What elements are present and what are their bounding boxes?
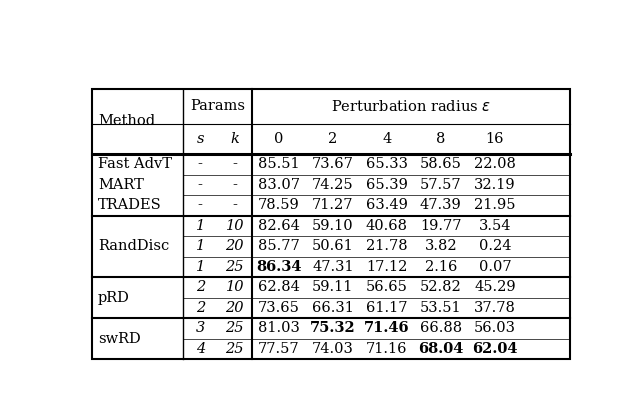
Text: 85.51: 85.51 xyxy=(258,158,300,171)
Text: 20: 20 xyxy=(225,240,244,253)
Text: 10: 10 xyxy=(225,280,244,294)
Text: 68.04: 68.04 xyxy=(418,342,463,356)
Text: 20: 20 xyxy=(225,301,244,315)
Text: 52.82: 52.82 xyxy=(420,280,461,294)
Text: s: s xyxy=(196,132,204,146)
Text: 63.49: 63.49 xyxy=(366,199,408,212)
Text: 58.65: 58.65 xyxy=(420,158,462,171)
Text: 3: 3 xyxy=(196,321,205,335)
Text: 0.07: 0.07 xyxy=(479,260,511,274)
Text: 8: 8 xyxy=(436,132,445,146)
Text: 53.51: 53.51 xyxy=(420,301,461,315)
Text: 25: 25 xyxy=(225,260,244,274)
Text: 62.84: 62.84 xyxy=(258,280,300,294)
Text: 56.03: 56.03 xyxy=(474,321,516,335)
Text: 74.25: 74.25 xyxy=(312,178,354,192)
Text: 47.31: 47.31 xyxy=(312,260,354,274)
Text: 74.03: 74.03 xyxy=(312,342,354,356)
Text: 86.34: 86.34 xyxy=(256,260,301,274)
Text: 50.61: 50.61 xyxy=(312,240,354,253)
Text: 65.39: 65.39 xyxy=(366,178,408,192)
Text: Method: Method xyxy=(98,115,156,128)
Text: -: - xyxy=(198,178,203,192)
Text: 4: 4 xyxy=(196,342,205,356)
Text: 71.46: 71.46 xyxy=(364,321,410,335)
Text: 25: 25 xyxy=(225,342,244,356)
Text: 2.16: 2.16 xyxy=(425,260,457,274)
Text: 82.64: 82.64 xyxy=(258,219,300,233)
Text: 71.27: 71.27 xyxy=(312,199,354,212)
Text: 3.82: 3.82 xyxy=(424,240,457,253)
Text: -: - xyxy=(232,178,237,192)
Text: -: - xyxy=(232,199,237,212)
Text: 66.88: 66.88 xyxy=(420,321,462,335)
Text: -: - xyxy=(198,158,203,171)
Text: RandDisc: RandDisc xyxy=(98,240,170,253)
Text: 59.10: 59.10 xyxy=(312,219,354,233)
Text: 57.57: 57.57 xyxy=(420,178,461,192)
Text: -: - xyxy=(198,199,203,212)
Text: 83.07: 83.07 xyxy=(258,178,300,192)
Text: 62.04: 62.04 xyxy=(472,342,518,356)
Text: 71.16: 71.16 xyxy=(366,342,408,356)
Bar xyxy=(92,89,570,359)
Text: 56.65: 56.65 xyxy=(366,280,408,294)
Text: 16: 16 xyxy=(486,132,504,146)
Text: swRD: swRD xyxy=(98,331,141,346)
Text: 25: 25 xyxy=(225,321,244,335)
Text: 73.65: 73.65 xyxy=(258,301,300,315)
Text: 75.32: 75.32 xyxy=(310,321,356,335)
Text: 77.57: 77.57 xyxy=(258,342,300,356)
Text: 0: 0 xyxy=(274,132,284,146)
Text: 21.95: 21.95 xyxy=(474,199,516,212)
Text: 1: 1 xyxy=(196,240,205,253)
Text: 3.54: 3.54 xyxy=(479,219,511,233)
Text: 45.29: 45.29 xyxy=(474,280,516,294)
Text: Params: Params xyxy=(190,99,245,113)
Text: 65.33: 65.33 xyxy=(366,158,408,171)
Text: 59.11: 59.11 xyxy=(312,280,353,294)
Text: 10: 10 xyxy=(225,219,244,233)
Text: 17.12: 17.12 xyxy=(366,260,408,274)
Text: 81.03: 81.03 xyxy=(258,321,300,335)
Text: 66.31: 66.31 xyxy=(312,301,354,315)
Text: 21.78: 21.78 xyxy=(366,240,408,253)
Text: 73.67: 73.67 xyxy=(312,158,354,171)
Text: 47.39: 47.39 xyxy=(420,199,461,212)
Text: 2: 2 xyxy=(328,132,337,146)
Text: 61.17: 61.17 xyxy=(366,301,408,315)
Text: 40.68: 40.68 xyxy=(366,219,408,233)
Text: 85.77: 85.77 xyxy=(258,240,300,253)
Text: 2: 2 xyxy=(196,301,205,315)
Text: Perturbation radius $\epsilon$: Perturbation radius $\epsilon$ xyxy=(331,99,491,114)
Text: MART: MART xyxy=(98,178,144,192)
Text: TRADES: TRADES xyxy=(98,199,162,212)
Text: 19.77: 19.77 xyxy=(420,219,461,233)
Text: 4: 4 xyxy=(382,132,392,146)
Text: 22.08: 22.08 xyxy=(474,158,516,171)
Text: pRD: pRD xyxy=(98,291,130,305)
Text: 32.19: 32.19 xyxy=(474,178,516,192)
Text: 1: 1 xyxy=(196,219,205,233)
Text: Fast AdvT: Fast AdvT xyxy=(98,158,172,171)
Text: -: - xyxy=(232,158,237,171)
Text: 37.78: 37.78 xyxy=(474,301,516,315)
Text: k: k xyxy=(230,132,239,146)
Text: 78.59: 78.59 xyxy=(258,199,300,212)
Text: 1: 1 xyxy=(196,260,205,274)
Text: 2: 2 xyxy=(196,280,205,294)
Text: 0.24: 0.24 xyxy=(479,240,511,253)
